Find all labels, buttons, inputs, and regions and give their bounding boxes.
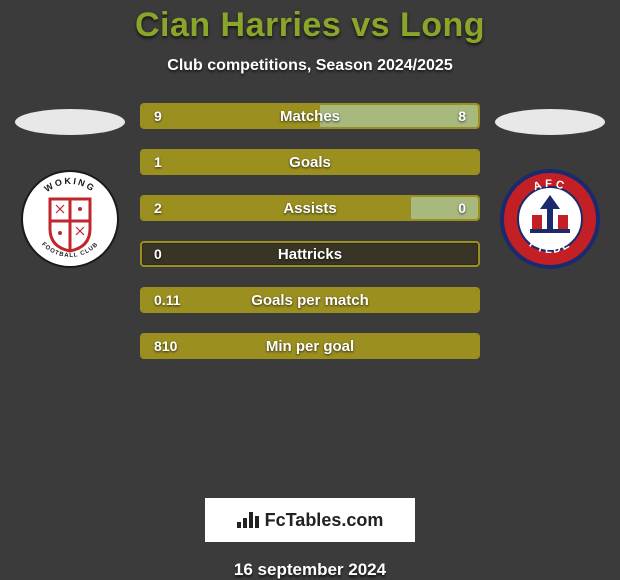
stat-bar: 0.11Goals per match [140, 287, 480, 313]
fctables-logo: FcTables.com [205, 498, 415, 542]
right-crest: AFC FYLDE [500, 169, 600, 269]
stat-bars: 98Matches 1Goals 20Assists 0Hattricks 0.11Go… [130, 103, 490, 359]
comparison-infographic: Cian Harries vs Long Club competitions, … [0, 0, 620, 580]
stat-bar: 0Hattricks [140, 241, 480, 267]
subtitle: Club competitions, Season 2024/2025 [167, 57, 452, 75]
right-ellipse [495, 109, 605, 135]
logo-text: FcTables.com [265, 510, 384, 531]
left-crest: WOKING FOOTBALL CLUB [20, 169, 120, 269]
main-content: WOKING FOOTBALL CLUB [0, 103, 620, 474]
bar-label: Min per goal [142, 335, 478, 357]
bar-label: Hattricks [142, 243, 478, 265]
stat-bar: 1Goals [140, 149, 480, 175]
afc-fylde-crest-icon: AFC FYLDE [500, 169, 600, 269]
left-ellipse [15, 109, 125, 135]
stat-bar: 810Min per goal [140, 333, 480, 359]
bar-label: Goals [142, 151, 478, 173]
bar-label: Goals per match [142, 289, 478, 311]
date-label: 16 september 2024 [234, 560, 386, 580]
bar-chart-icon [237, 512, 259, 528]
page-title: Cian Harries vs Long [135, 6, 485, 45]
stat-bar: 20Assists [140, 195, 480, 221]
stat-bar: 98Matches [140, 103, 480, 129]
woking-crest-icon: WOKING FOOTBALL CLUB [20, 169, 120, 269]
bar-label: Matches [142, 105, 478, 127]
right-side: AFC FYLDE [490, 103, 610, 269]
left-side: WOKING FOOTBALL CLUB [10, 103, 130, 269]
bar-label: Assists [142, 197, 478, 219]
